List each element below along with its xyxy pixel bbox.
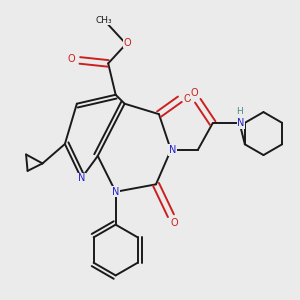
Text: N: N bbox=[169, 145, 176, 155]
Text: H: H bbox=[236, 107, 243, 116]
Text: N: N bbox=[78, 173, 85, 183]
Text: O: O bbox=[170, 218, 178, 228]
Text: CH₃: CH₃ bbox=[95, 16, 112, 25]
Text: N: N bbox=[237, 118, 245, 128]
Text: O: O bbox=[124, 38, 131, 47]
Text: O: O bbox=[68, 54, 75, 64]
Text: N: N bbox=[112, 187, 119, 197]
Text: O: O bbox=[191, 88, 199, 98]
Text: O: O bbox=[184, 94, 191, 104]
